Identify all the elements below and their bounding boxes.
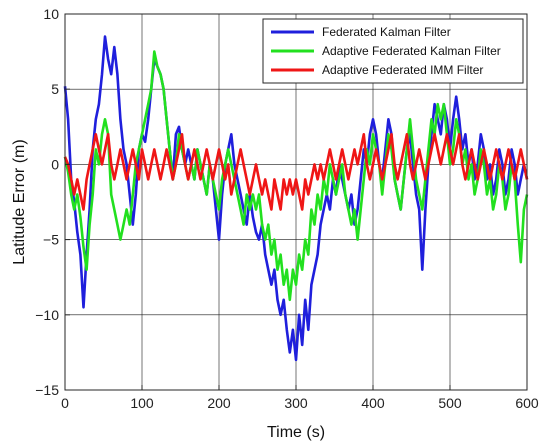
x-tick-label: 200 — [207, 395, 231, 411]
y-tick-label: −15 — [35, 382, 59, 398]
x-tick-label: 300 — [284, 395, 308, 411]
y-tick-label: −5 — [43, 232, 59, 248]
x-axis-label: Time (s) — [267, 424, 325, 441]
series-line-adaptive-federated-kalman — [63, 50, 529, 302]
x-tick-label: 0 — [61, 395, 69, 411]
axis-ticks: 0 100 200 300 400 500 600 10 5 0 −5 −10 −15 — [35, 6, 539, 411]
x-tick-label: 500 — [438, 395, 462, 411]
y-tick-label: −10 — [35, 307, 59, 323]
legend-label-adaptive-federated-imm: Adaptive Federated IMM Filter — [322, 63, 483, 77]
y-tick-label: 0 — [51, 156, 59, 172]
y-axis-label: Latitude Error (m) — [11, 139, 28, 264]
series-line-adaptive-federated-imm — [63, 133, 529, 211]
x-tick-label: 100 — [130, 395, 154, 411]
x-tick-label: 600 — [515, 395, 539, 411]
legend-label-federated-kalman: Federated Kalman Filter — [322, 25, 451, 39]
legend: Federated Kalman Filter Adaptive Federat… — [262, 18, 524, 84]
x-tick-label: 400 — [361, 395, 385, 411]
legend-label-adaptive-federated-kalman: Adaptive Federated Kalman Filter — [322, 44, 501, 58]
series-layer — [63, 35, 529, 362]
y-tick-label: 10 — [43, 6, 59, 22]
y-tick-label: 5 — [51, 81, 59, 97]
